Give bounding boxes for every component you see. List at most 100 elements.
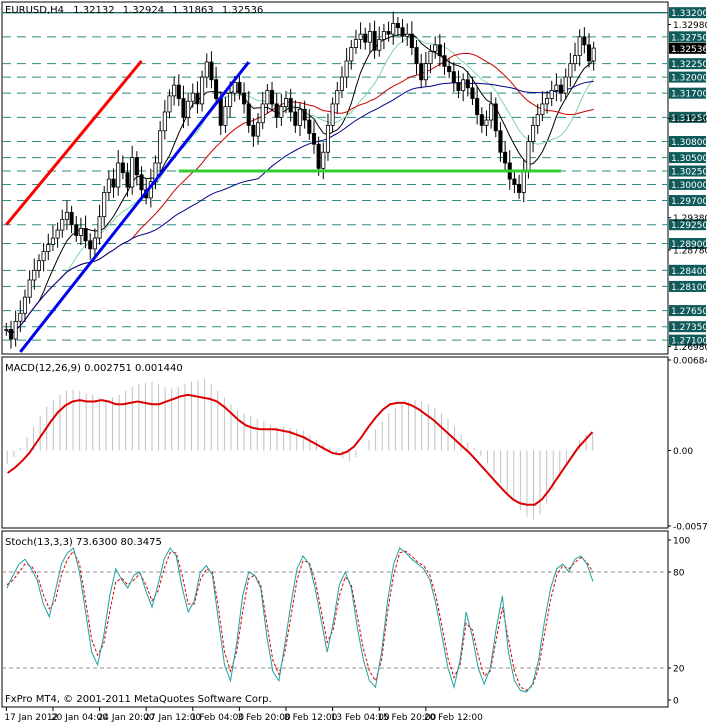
price-level-box-16 — [669, 321, 706, 333]
price-candle-52 — [246, 91, 251, 133]
time-tick-label-9: 20 Feb 12:00 — [424, 713, 483, 723]
current-price-box — [669, 42, 706, 54]
price-level-label-7: 1.30500 — [671, 154, 707, 164]
price-candle-61 — [288, 88, 293, 122]
price-tick-label-5: 1.26980 — [673, 343, 707, 353]
candle-body — [64, 211, 69, 220]
candle-body — [568, 63, 573, 78]
candle-body — [116, 162, 121, 188]
candle-body — [88, 240, 93, 250]
stoch-main-line — [6, 547, 594, 693]
macd-tick-label-1: 0.00 — [673, 447, 693, 457]
candle-body — [531, 124, 536, 142]
price-candle-6 — [32, 258, 37, 290]
price-candle-110 — [517, 174, 522, 199]
candle-body — [97, 216, 102, 239]
candle-body — [470, 87, 475, 99]
price-candle-11 — [55, 222, 60, 248]
price-level-box-14 — [669, 280, 706, 292]
price-candle-65 — [307, 109, 312, 140]
price-candle-59 — [279, 93, 284, 126]
candle-body — [582, 36, 587, 46]
price-candle-50 — [237, 73, 242, 100]
candle-body — [46, 244, 51, 252]
time-tick-label-1: 20 Jan 04:00 — [51, 713, 108, 723]
price-candle-101 — [475, 85, 480, 125]
price-candle-77 — [363, 27, 368, 50]
candle-body — [246, 103, 251, 126]
price-tick-label-3: 1.29380 — [673, 214, 707, 224]
candle-body — [372, 31, 377, 51]
price-candle-7 — [36, 254, 41, 278]
price-candle-20 — [97, 204, 102, 245]
candle-body — [41, 251, 46, 262]
price-candle-121 — [568, 52, 573, 87]
price-panel-frame — [1, 1, 669, 355]
price-candle-84 — [395, 16, 400, 37]
price-candle-22 — [106, 170, 111, 201]
price-candle-58 — [274, 93, 279, 129]
candle-body — [83, 228, 88, 242]
price-level-label-6: 1.30800 — [671, 138, 707, 148]
candle-body — [297, 108, 303, 126]
price-candle-67 — [316, 136, 321, 176]
price-candle-103 — [484, 110, 489, 137]
candle-body — [339, 76, 344, 91]
candle-body — [256, 122, 261, 137]
ohlc-high: 1.32924 — [123, 5, 164, 16]
candle-body — [414, 47, 419, 65]
candle-body — [232, 82, 237, 94]
candle-body — [8, 328, 14, 340]
candle-body — [545, 98, 550, 105]
candle-body — [591, 47, 596, 62]
price-level-label-9: 1.30000 — [671, 181, 707, 191]
price-candle-21 — [102, 186, 107, 227]
price-candle-63 — [297, 102, 303, 137]
candle-body — [251, 124, 256, 137]
macd-signal-line — [7, 393, 594, 506]
candle-body — [381, 31, 386, 40]
price-level-label-0: 1.33200 — [671, 9, 707, 19]
price-level-box-10 — [669, 195, 706, 207]
candle-body — [106, 178, 111, 193]
price-candle-116 — [545, 91, 550, 114]
price-level-label-4: 1.31700 — [671, 90, 707, 100]
price-candle-43 — [204, 53, 209, 88]
candle-body — [517, 184, 522, 193]
candle-body — [204, 61, 209, 78]
candle-body — [78, 228, 83, 236]
stoch-levels — [2, 571, 668, 669]
price-level-box-0 — [669, 7, 706, 19]
price-axis: 1.33200 1.32750 1.32250 1.32000 1.31700 1.312… — [668, 7, 707, 353]
price-level-box-1 — [669, 31, 706, 43]
candle-body — [4, 328, 9, 331]
price-candle-82 — [386, 21, 391, 42]
candle-body — [521, 170, 526, 193]
candle-body — [134, 157, 139, 176]
candle-body — [27, 279, 32, 298]
candle-body — [535, 114, 540, 126]
symbol-timeframe: EURUSD,H4 — [5, 5, 64, 16]
price-level-box-8 — [669, 165, 706, 177]
price-candle-124 — [582, 27, 587, 54]
candle-body — [13, 320, 18, 340]
candle-body — [512, 178, 517, 185]
price-level-label-8: 1.30250 — [671, 168, 707, 178]
candle-body — [172, 84, 177, 97]
ohlc-low: 1.31863 — [172, 5, 213, 16]
price-candle-78 — [367, 22, 372, 53]
time-tick-label-2: 24 Jan 20:00 — [98, 713, 155, 723]
price-candle-92 — [433, 36, 438, 59]
candle-body — [358, 33, 363, 40]
stoch-tick-label-1: 80 — [673, 569, 685, 579]
price-candle-88 — [414, 40, 419, 75]
price-candle-80 — [377, 26, 382, 57]
price-candle-53 — [251, 117, 256, 147]
price-level-box-9 — [669, 178, 706, 190]
price-candle-93 — [437, 34, 442, 67]
time-tick-label-0: 17 Jan 2012 — [4, 713, 58, 723]
price-candle-17 — [83, 215, 88, 249]
